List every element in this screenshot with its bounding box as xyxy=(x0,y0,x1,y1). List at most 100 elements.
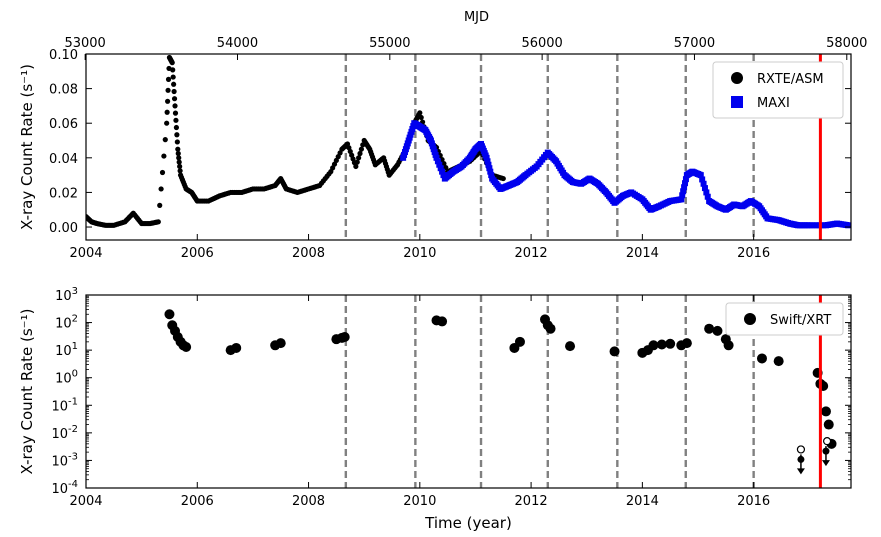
x-axis-label-bottom: Time (year) xyxy=(424,514,512,532)
axes-frame-top xyxy=(85,53,852,241)
point-interp-0-34-4 xyxy=(358,146,364,152)
y-tick-label-bottom-5: 101 xyxy=(55,341,78,359)
point-interp-1-38-4 xyxy=(703,189,710,196)
point-interp-0-10-3 xyxy=(165,87,171,93)
legend-label-1: MAXI xyxy=(757,96,790,111)
point-interp-0-12-5 xyxy=(171,96,178,102)
point-swift-xrt-15 xyxy=(437,316,448,327)
point-maxi-35 xyxy=(678,196,685,203)
point-maxi-13 xyxy=(483,154,490,161)
point-interp-1-35-1 xyxy=(679,192,686,199)
point-interp-1-38-2 xyxy=(700,180,707,187)
point-interp-1-38-3 xyxy=(701,185,708,192)
point-interp-1-38-1 xyxy=(699,176,706,183)
point-interp-0-10-2 xyxy=(165,98,171,104)
point-rxte-asm-10 xyxy=(164,120,170,126)
point-interp-0-10-1 xyxy=(164,109,170,115)
x-tick-label-top-0: 2004 xyxy=(69,246,102,261)
x-tick-label-bottom-3: 2010 xyxy=(403,494,436,509)
point-swift-xrt-10 xyxy=(275,338,286,349)
mjd-tick-label-0: 53000 xyxy=(64,36,105,51)
point-interp-1-13-2 xyxy=(485,161,492,168)
upper-limit-arrow-0 xyxy=(796,468,805,475)
y-axis-label-bottom: X-ray Count Rate (s⁻¹) xyxy=(18,309,36,475)
point-interp-1-6-2 xyxy=(436,161,443,168)
point-interp-1-13-4 xyxy=(487,168,494,175)
point-interp-1-35-3 xyxy=(681,184,688,191)
x-tick-label-top-2: 2008 xyxy=(292,246,325,261)
legend-label-0: Swift/XRT xyxy=(770,313,831,328)
point-rxte-asm-51 xyxy=(500,175,506,182)
mjd-tick-label-1: 54000 xyxy=(217,36,258,51)
y-tick-label-bottom-4: 100 xyxy=(55,369,78,387)
point-interp-0-34-2 xyxy=(356,155,362,161)
x-tick-label-top-1: 2006 xyxy=(181,246,214,261)
legend-marker-0 xyxy=(731,72,743,84)
point-interp-0-34-3 xyxy=(357,150,363,157)
point-swift-xrt-30 xyxy=(704,323,715,334)
point-swift-xrt-27 xyxy=(665,338,676,349)
point-rxte-asm-12 xyxy=(169,60,175,66)
point-interp-0-14-2 xyxy=(176,155,182,161)
point-interp-0-13-1 xyxy=(172,110,179,116)
y-tick-label-bottom-0: 10-4 xyxy=(51,479,78,497)
point-swift-xrt-0 xyxy=(164,309,175,320)
point-rxte-asm-9 xyxy=(155,219,161,225)
point-swift-xrt-31 xyxy=(712,325,723,336)
point-swift-xrt-6 xyxy=(181,342,192,353)
mjd-tick-label-3: 56000 xyxy=(521,36,562,51)
point-swift-xrt-34 xyxy=(756,353,767,364)
x-tick-label-top-4: 2012 xyxy=(515,246,548,261)
point-swift-xrt-8 xyxy=(231,342,242,353)
point-interp-1-38-5 xyxy=(704,193,711,200)
x-tick-label-bottom-1: 2006 xyxy=(181,494,214,509)
point-interp-0-9-4 xyxy=(161,153,167,159)
y-tick-label-bottom-3: 10-1 xyxy=(51,396,78,414)
point-swift-xrt-26 xyxy=(656,339,667,350)
point-interp-0-12-4 xyxy=(171,88,177,95)
point-swift-xrt-25 xyxy=(648,340,659,351)
point-interp-1-13-5 xyxy=(488,172,495,179)
point-swift-xrt-40 xyxy=(823,419,834,430)
point-interp-1-13-1 xyxy=(484,158,491,165)
point-interp-0-12-2 xyxy=(170,74,176,80)
point-swift-xrt-17 xyxy=(514,336,525,347)
plot-area-top xyxy=(86,54,851,240)
legend-box-top xyxy=(712,61,844,119)
point-interp-0-9-5 xyxy=(162,137,168,143)
axes-frame-bottom xyxy=(85,294,852,489)
x-tick-label-bottom-2: 2008 xyxy=(292,494,325,509)
mjd-axis-label: MJD xyxy=(464,10,489,25)
point-maxi-6 xyxy=(433,154,440,161)
point-interp-0-14-5 xyxy=(177,168,183,174)
mjd-tick-label-4: 57000 xyxy=(674,36,715,51)
y-axis-label-top: X-ray Count Rate (s⁻¹) xyxy=(18,64,36,230)
point-rxte-asm-43 xyxy=(417,110,423,116)
legend-box-bottom xyxy=(725,302,844,336)
point-maxi-38 xyxy=(697,172,704,179)
point-interp-0-10-4 xyxy=(165,76,172,82)
x-tick-label-bottom-0: 2004 xyxy=(69,494,102,509)
point-swift-xrt-13 xyxy=(339,331,350,342)
point-rxte-asm-14 xyxy=(175,146,181,152)
upper-limit-arrow-1 xyxy=(821,460,830,467)
point-interp-1-6-1 xyxy=(434,158,441,165)
plot-area-bottom xyxy=(164,295,837,488)
point-interp-0-12-1 xyxy=(170,67,176,73)
point-swift-xrt-21 xyxy=(565,341,576,352)
y-tick-label-top-2: 0.04 xyxy=(49,152,78,167)
upper-limit-open-marker-0 xyxy=(796,445,806,454)
point-swift-xrt-20 xyxy=(545,323,556,334)
legend-marker-0 xyxy=(744,313,756,325)
point-interp-1-35-5 xyxy=(682,176,689,183)
point-swift-xrt-22 xyxy=(609,346,620,357)
x-tick-label-bottom-4: 2012 xyxy=(515,494,548,509)
point-interp-0-13-4 xyxy=(174,132,180,138)
point-interp-0-14-1 xyxy=(175,150,181,157)
upper-limit-open-marker-1 xyxy=(822,437,832,446)
y-tick-label-top-4: 0.08 xyxy=(49,83,78,98)
upper-limit-point-0 xyxy=(797,455,805,463)
point-interp-1-35-2 xyxy=(680,188,687,195)
point-interp-0-12-3 xyxy=(171,81,177,87)
